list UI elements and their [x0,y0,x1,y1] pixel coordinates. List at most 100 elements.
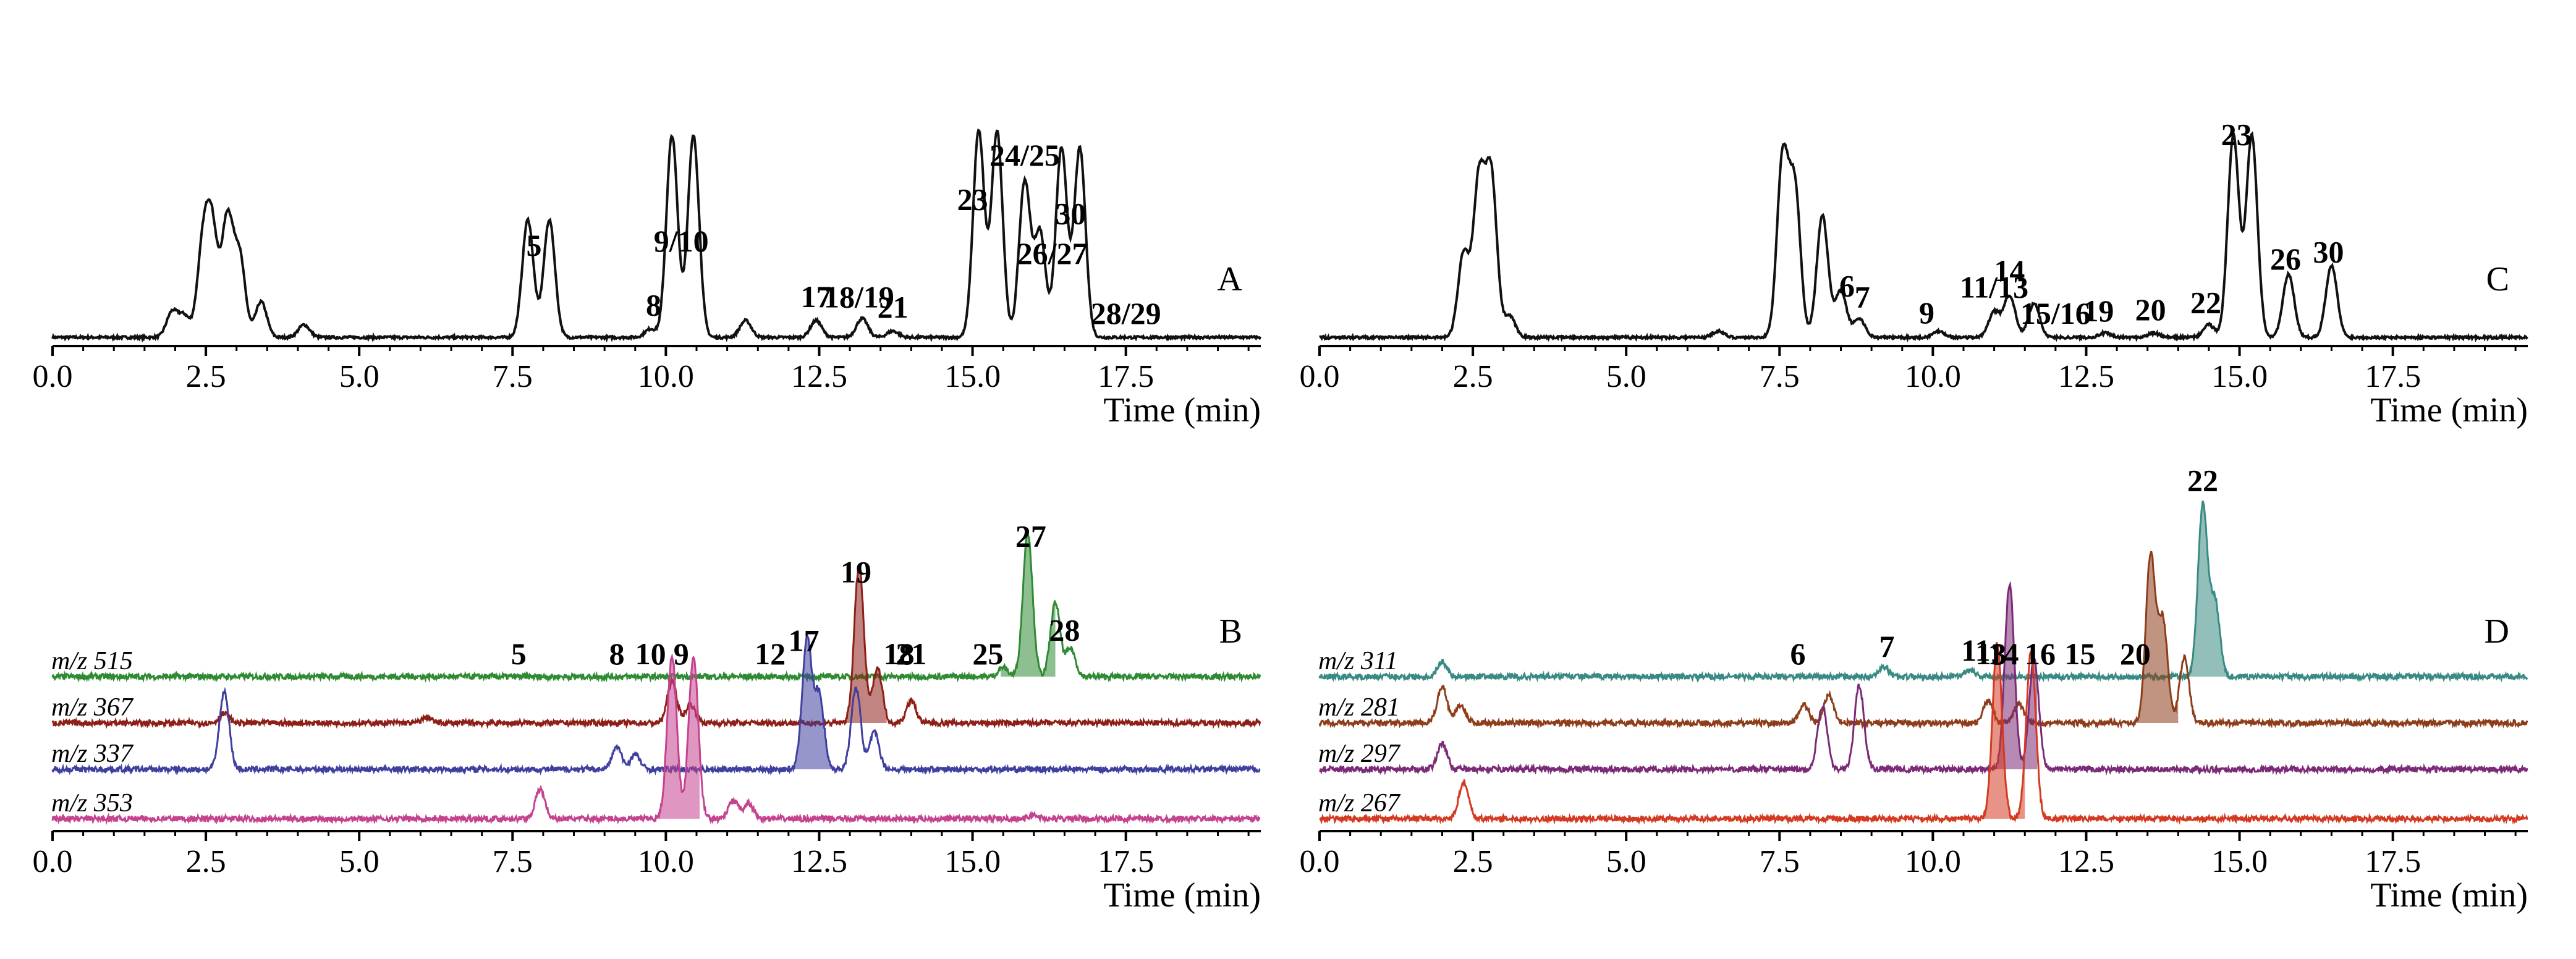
x-axis-label: Time (min) [2370,391,2528,429]
x-tick-label: 15.0 [944,359,1001,394]
shaded-peak [779,635,835,772]
peak-label: 20 [2120,636,2151,671]
peak-label: 13 [1976,636,2007,671]
x-tick-label: 10.0 [638,359,694,394]
trace-label: m/z 337 [51,740,134,768]
trace-label: m/z 267 [1318,789,1401,817]
trace-label: m/z 297 [1318,740,1401,768]
x-axis-label: Time (min) [1103,391,1261,429]
shaded-peak [2124,551,2179,725]
peak-label: 18/19 [824,280,894,315]
peak-label: 7 [1879,629,1894,664]
x-tick-label: 5.0 [339,844,379,879]
x-tick-label: 0.0 [1300,844,1340,879]
peak-label: 20 [2135,292,2166,327]
x-tick-label: 7.5 [1760,844,1800,879]
peak-label: 5 [511,636,527,671]
peak-label: 12 [755,636,786,671]
peak-label: 6 [1839,269,1855,303]
peak-label: 22 [2187,463,2218,498]
peak-label: 14 [1994,253,2025,288]
x-tick-label: 2.5 [186,359,226,394]
peak-label: 16 [2025,636,2056,671]
sim-trace [51,531,1261,683]
peak-label: 8 [646,288,661,323]
sim-trace [1318,501,2528,683]
panel-letter: C [2486,260,2509,298]
peak-label: 30 [1055,196,1086,230]
trace-label: m/z 353 [51,789,133,817]
peak-label: 26/27 [1017,236,1088,271]
trace-label: m/z 515 [51,647,133,675]
peak-label: 28/29 [1091,296,1161,331]
peak-label: 24/25 [989,138,1060,172]
shaded-peak [1970,642,2025,821]
peak-label: 11/13 [1960,270,2028,305]
peak-label: 9/10 [654,224,709,258]
shaded-peak [2176,501,2231,679]
peak-label: 19 [2083,294,2114,328]
peak-label: 26 [2270,242,2301,276]
x-tick-label: 17.5 [1098,359,1154,394]
peak-label: 5 [527,228,542,263]
x-tick-label: 2.5 [186,844,226,879]
peak-label: 30 [2313,234,2344,269]
sim-trace [1319,580,2528,776]
shaded-peak [832,565,887,725]
x-tick-label: 10.0 [638,844,694,879]
x-tick-label: 2.5 [1453,359,1493,394]
peak-label: 22 [2190,285,2221,319]
trace-label: m/z 367 [51,693,134,722]
peak-label: 14 [1988,636,2019,671]
sim-trace [1318,551,2528,730]
peak-label: 8 [609,636,624,671]
x-tick-label: 17.5 [2365,844,2421,879]
x-tick-label: 15.0 [2211,359,2268,394]
peak-label: 10 [635,636,666,671]
shaded-peak [1001,533,1056,677]
x-tick-label: 17.5 [1098,844,1154,879]
x-tick-label: 5.0 [1606,844,1646,879]
x-tick-label: 12.5 [2058,844,2114,879]
x-tick-label: 15.0 [944,844,1001,879]
sim-trace [51,653,1261,826]
peak-label: 7 [1855,280,1870,315]
peak-label: 17 [801,279,832,314]
x-axis-label: Time (min) [1103,876,1261,915]
sim-trace [51,634,1261,776]
sim-trace [1319,641,2528,826]
peak-label: 23 [2221,117,2252,151]
x-tick-label: 0.0 [1300,359,1340,394]
peak-label: 28 [1049,613,1080,648]
peak-label: 23 [957,182,988,217]
x-tick-label: 12.5 [791,359,847,394]
x-tick-label: 12.5 [2058,359,2114,394]
x-tick-label: 15.0 [2211,844,2268,879]
panel-letter: D [2485,612,2509,651]
x-tick-label: 7.5 [493,844,533,879]
x-tick-label: 7.5 [1760,359,1800,394]
peak-label: 19 [841,555,871,589]
peak-label: 27 [1015,519,1046,554]
x-tick-label: 2.5 [1453,844,1493,879]
x-tick-label: 17.5 [2365,359,2421,394]
peak-label: 11 [1961,633,1990,668]
peak-label: 9 [1919,295,1934,330]
peak-label: 6 [1790,636,1806,671]
tic-trace [1319,130,2528,343]
x-tick-label: 5.0 [1606,359,1646,394]
peak-label: 15 [2065,636,2096,671]
shaded-peak [1982,584,2038,772]
panel-letter: A [1218,260,1243,298]
peak-label: 21 [896,636,926,671]
x-tick-label: 12.5 [791,844,847,879]
peak-label: 18 [883,636,914,671]
peak-label: 21 [878,290,909,324]
peak-label: 17 [789,623,820,658]
panel-letter: B [1219,612,1242,651]
